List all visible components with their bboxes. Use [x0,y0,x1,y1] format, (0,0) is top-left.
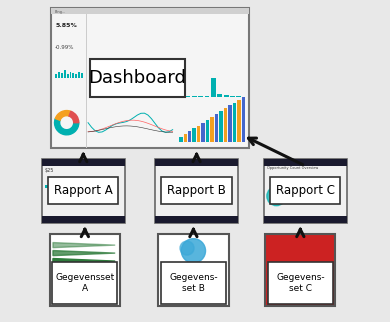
Bar [183,185,190,188]
Bar [45,185,50,188]
Bar [214,182,221,188]
Bar [206,120,209,142]
Bar [211,78,216,97]
Text: Rapport C: Rapport C [276,184,335,197]
Bar [58,71,60,78]
Bar [264,216,347,223]
Bar [50,234,120,306]
Bar [120,93,124,97]
Circle shape [267,186,286,206]
Text: -0.99%: -0.99% [55,45,74,50]
Bar [48,177,119,204]
Bar [265,234,335,306]
Bar [158,234,229,306]
Bar [204,184,211,188]
Bar [217,94,222,97]
Bar [219,111,223,142]
Bar [81,73,83,78]
Wedge shape [55,118,79,135]
Bar [215,114,218,142]
Circle shape [180,241,194,255]
Bar [198,96,203,97]
Bar [242,97,245,142]
Wedge shape [69,111,79,123]
Bar [188,131,191,142]
Bar [61,73,63,78]
Bar [55,74,57,78]
Polygon shape [53,259,115,264]
Bar [155,216,238,223]
Polygon shape [53,251,115,256]
Bar [201,123,205,142]
Bar [224,108,227,142]
Bar [210,117,214,142]
Bar [155,159,238,223]
Bar [58,186,62,188]
Text: 5.85%: 5.85% [55,23,77,28]
Bar [69,71,71,78]
Bar [237,100,241,142]
Text: Gegevensset
A: Gegevensset A [55,273,115,293]
Bar [184,134,187,142]
Bar [197,126,200,142]
Bar [73,73,74,78]
Bar [67,74,69,78]
Bar [71,184,75,188]
Bar [161,185,168,188]
Circle shape [181,239,206,263]
Bar [110,88,113,97]
Text: $25: $25 [45,168,54,173]
Bar [99,93,103,97]
Bar [233,103,236,142]
Bar [78,71,80,78]
Bar [64,181,69,188]
Bar [51,8,249,148]
Text: Bing...: Bing... [55,10,66,14]
Bar [52,262,117,304]
Bar [51,8,249,14]
Bar [193,183,200,188]
Text: Rapport A: Rapport A [54,184,113,197]
Bar [130,96,134,97]
Bar [224,95,229,97]
Bar [75,74,77,78]
Polygon shape [53,242,115,248]
Bar [192,128,196,142]
Bar [185,96,190,97]
Bar [42,159,125,223]
Bar [42,159,125,166]
Bar [155,159,238,166]
Bar [161,177,232,204]
Bar [192,96,197,97]
Bar [64,70,66,78]
Bar [161,262,226,304]
Bar [179,137,183,142]
Bar [105,90,108,97]
Bar [77,185,82,188]
Bar [268,262,333,304]
Bar [205,96,209,97]
Text: Gegevens-
set C: Gegevens- set C [276,273,324,293]
Bar [51,182,56,188]
Text: Gegevens-
set B: Gegevens- set B [169,273,218,293]
Bar [90,59,185,97]
Bar [236,96,241,97]
Text: Dashboard: Dashboard [89,69,186,87]
Bar [270,177,340,204]
Bar [264,159,347,166]
Bar [264,159,347,223]
Text: Rapport B: Rapport B [167,184,226,197]
Bar [94,96,98,97]
Text: Opportunity Count Overview: Opportunity Count Overview [267,166,318,170]
Bar [230,96,235,97]
Bar [172,182,179,188]
Bar [115,91,119,97]
Bar [83,182,88,188]
Bar [90,186,94,188]
Bar [42,216,125,223]
Bar [125,95,129,97]
Wedge shape [55,110,71,120]
Bar [228,106,232,142]
